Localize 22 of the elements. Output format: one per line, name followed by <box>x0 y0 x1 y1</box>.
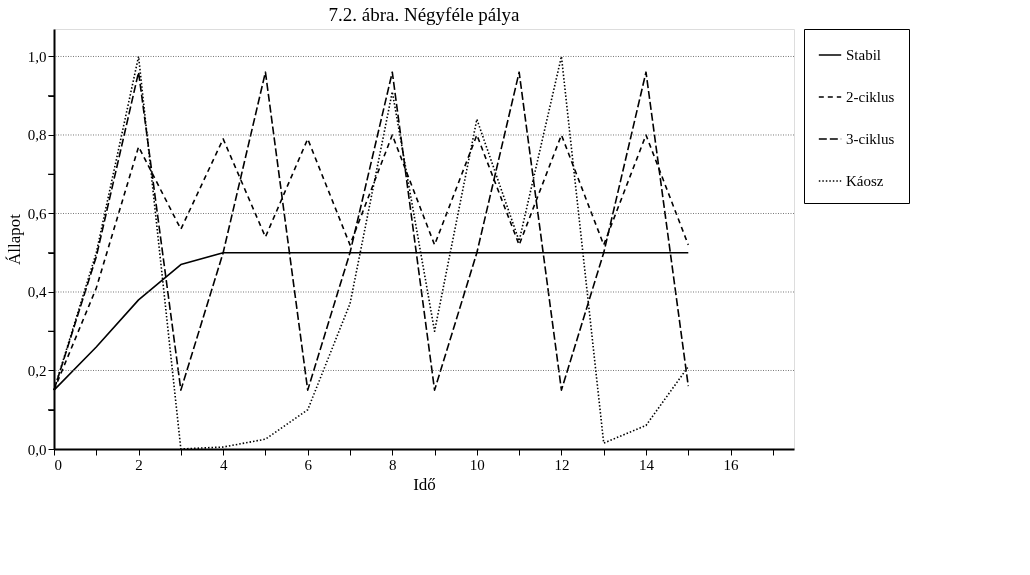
x-axis-title: Idő <box>413 474 436 494</box>
y-tick-label: 0,2 <box>27 363 47 379</box>
y-tick-label: 0,0 <box>27 441 47 458</box>
x-tick-label: 4 <box>219 456 228 473</box>
legend-label: 3-ciklus <box>846 131 895 147</box>
legend-label: Káosz <box>846 173 884 189</box>
y-tick-label: 1,0 <box>27 48 47 65</box>
y-tick-label: 0,8 <box>27 127 47 144</box>
legend-label: Stabil <box>846 47 882 63</box>
x-tick-label: 16 <box>723 456 740 473</box>
chart-title: 7.2. ábra. Négyféle pálya <box>328 3 521 25</box>
y-axis-title: Állapot <box>4 213 24 265</box>
legend-label: 2-ciklus <box>846 89 895 105</box>
x-tick-label: 6 <box>304 456 313 473</box>
y-tick-label: 0,4 <box>27 284 47 301</box>
x-tick-label: 14 <box>639 456 655 473</box>
x-tick-label: 12 <box>554 456 570 473</box>
x-tick-label: 2 <box>135 456 143 473</box>
y-tick-label: 0,6 <box>27 205 47 222</box>
x-tick-label: 8 <box>389 456 397 473</box>
x-tick-label: 0 <box>54 456 62 473</box>
x-tick-label: 10 <box>469 456 485 473</box>
